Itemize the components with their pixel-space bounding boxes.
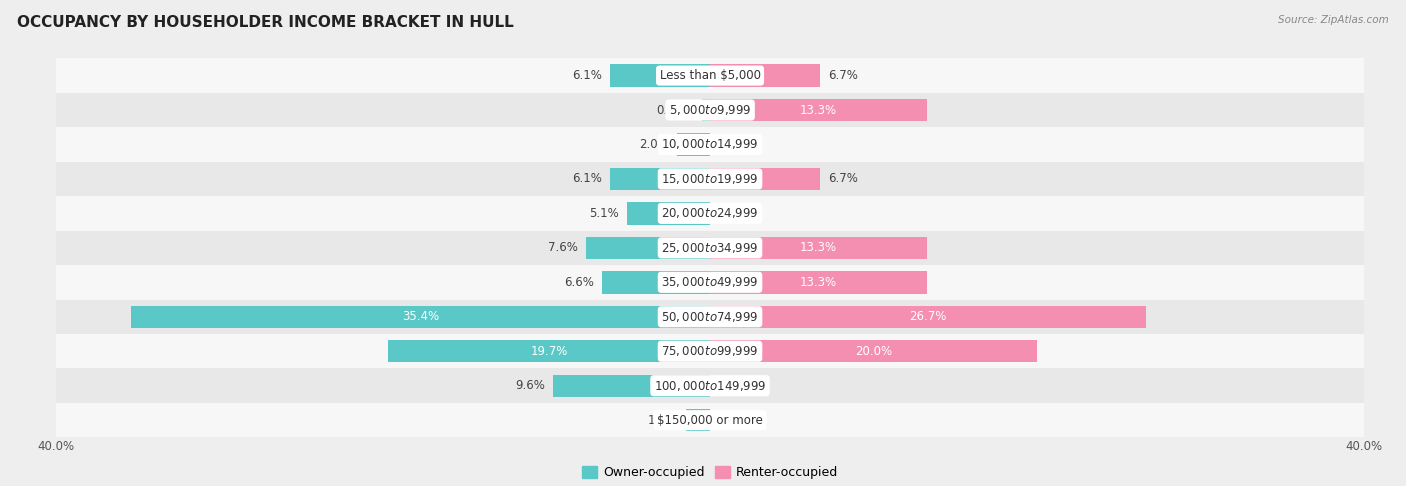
Text: 0.0%: 0.0% bbox=[718, 379, 748, 392]
Text: 5.1%: 5.1% bbox=[589, 207, 619, 220]
Text: 26.7%: 26.7% bbox=[910, 310, 946, 323]
Bar bbox=[710, 168, 820, 190]
Bar bbox=[56, 368, 1364, 403]
Text: 19.7%: 19.7% bbox=[530, 345, 568, 358]
Text: $75,000 to $99,999: $75,000 to $99,999 bbox=[661, 344, 759, 358]
Bar bbox=[56, 196, 1364, 231]
Bar bbox=[388, 340, 710, 363]
Text: 13.3%: 13.3% bbox=[800, 276, 838, 289]
Text: 6.1%: 6.1% bbox=[572, 69, 602, 82]
Bar bbox=[56, 299, 1364, 334]
Text: OCCUPANCY BY HOUSEHOLDER INCOME BRACKET IN HULL: OCCUPANCY BY HOUSEHOLDER INCOME BRACKET … bbox=[17, 15, 513, 30]
Text: $50,000 to $74,999: $50,000 to $74,999 bbox=[661, 310, 759, 324]
Text: 2.0%: 2.0% bbox=[640, 138, 669, 151]
Bar bbox=[131, 306, 710, 328]
Text: 0.51%: 0.51% bbox=[657, 104, 693, 117]
Text: 35.4%: 35.4% bbox=[402, 310, 439, 323]
Bar bbox=[710, 99, 928, 121]
Text: $150,000 or more: $150,000 or more bbox=[657, 414, 763, 427]
Bar bbox=[56, 93, 1364, 127]
Text: $100,000 to $149,999: $100,000 to $149,999 bbox=[654, 379, 766, 393]
Text: 6.7%: 6.7% bbox=[828, 173, 858, 186]
Bar bbox=[56, 127, 1364, 162]
Text: 0.0%: 0.0% bbox=[718, 207, 748, 220]
Text: 1.5%: 1.5% bbox=[648, 414, 678, 427]
Text: 13.3%: 13.3% bbox=[800, 242, 838, 254]
Text: 20.0%: 20.0% bbox=[855, 345, 891, 358]
Bar bbox=[702, 99, 710, 121]
Text: $15,000 to $19,999: $15,000 to $19,999 bbox=[661, 172, 759, 186]
Text: 6.7%: 6.7% bbox=[828, 69, 858, 82]
Text: $35,000 to $49,999: $35,000 to $49,999 bbox=[661, 276, 759, 289]
Text: Source: ZipAtlas.com: Source: ZipAtlas.com bbox=[1278, 15, 1389, 25]
Text: 0.0%: 0.0% bbox=[718, 414, 748, 427]
Bar bbox=[678, 133, 710, 156]
Bar bbox=[56, 58, 1364, 93]
Bar bbox=[553, 375, 710, 397]
Text: $10,000 to $14,999: $10,000 to $14,999 bbox=[661, 138, 759, 152]
Bar bbox=[710, 237, 928, 259]
Text: 6.1%: 6.1% bbox=[572, 173, 602, 186]
Bar bbox=[710, 340, 1038, 363]
Bar bbox=[56, 265, 1364, 299]
Bar bbox=[56, 403, 1364, 437]
Text: 7.6%: 7.6% bbox=[548, 242, 578, 254]
Bar bbox=[610, 64, 710, 87]
Text: 9.6%: 9.6% bbox=[515, 379, 546, 392]
Bar bbox=[710, 306, 1146, 328]
Text: Less than $5,000: Less than $5,000 bbox=[659, 69, 761, 82]
Bar bbox=[56, 334, 1364, 368]
Bar bbox=[56, 162, 1364, 196]
Text: 6.6%: 6.6% bbox=[564, 276, 593, 289]
Bar bbox=[56, 231, 1364, 265]
Bar bbox=[602, 271, 710, 294]
Text: 13.3%: 13.3% bbox=[800, 104, 838, 117]
Bar bbox=[586, 237, 710, 259]
Bar bbox=[627, 202, 710, 225]
Text: $25,000 to $34,999: $25,000 to $34,999 bbox=[661, 241, 759, 255]
Text: $20,000 to $24,999: $20,000 to $24,999 bbox=[661, 207, 759, 220]
Text: $5,000 to $9,999: $5,000 to $9,999 bbox=[669, 103, 751, 117]
Bar bbox=[710, 271, 928, 294]
Bar bbox=[610, 168, 710, 190]
Text: 0.0%: 0.0% bbox=[718, 138, 748, 151]
Legend: Owner-occupied, Renter-occupied: Owner-occupied, Renter-occupied bbox=[576, 461, 844, 484]
Bar bbox=[710, 64, 820, 87]
Bar bbox=[686, 409, 710, 432]
